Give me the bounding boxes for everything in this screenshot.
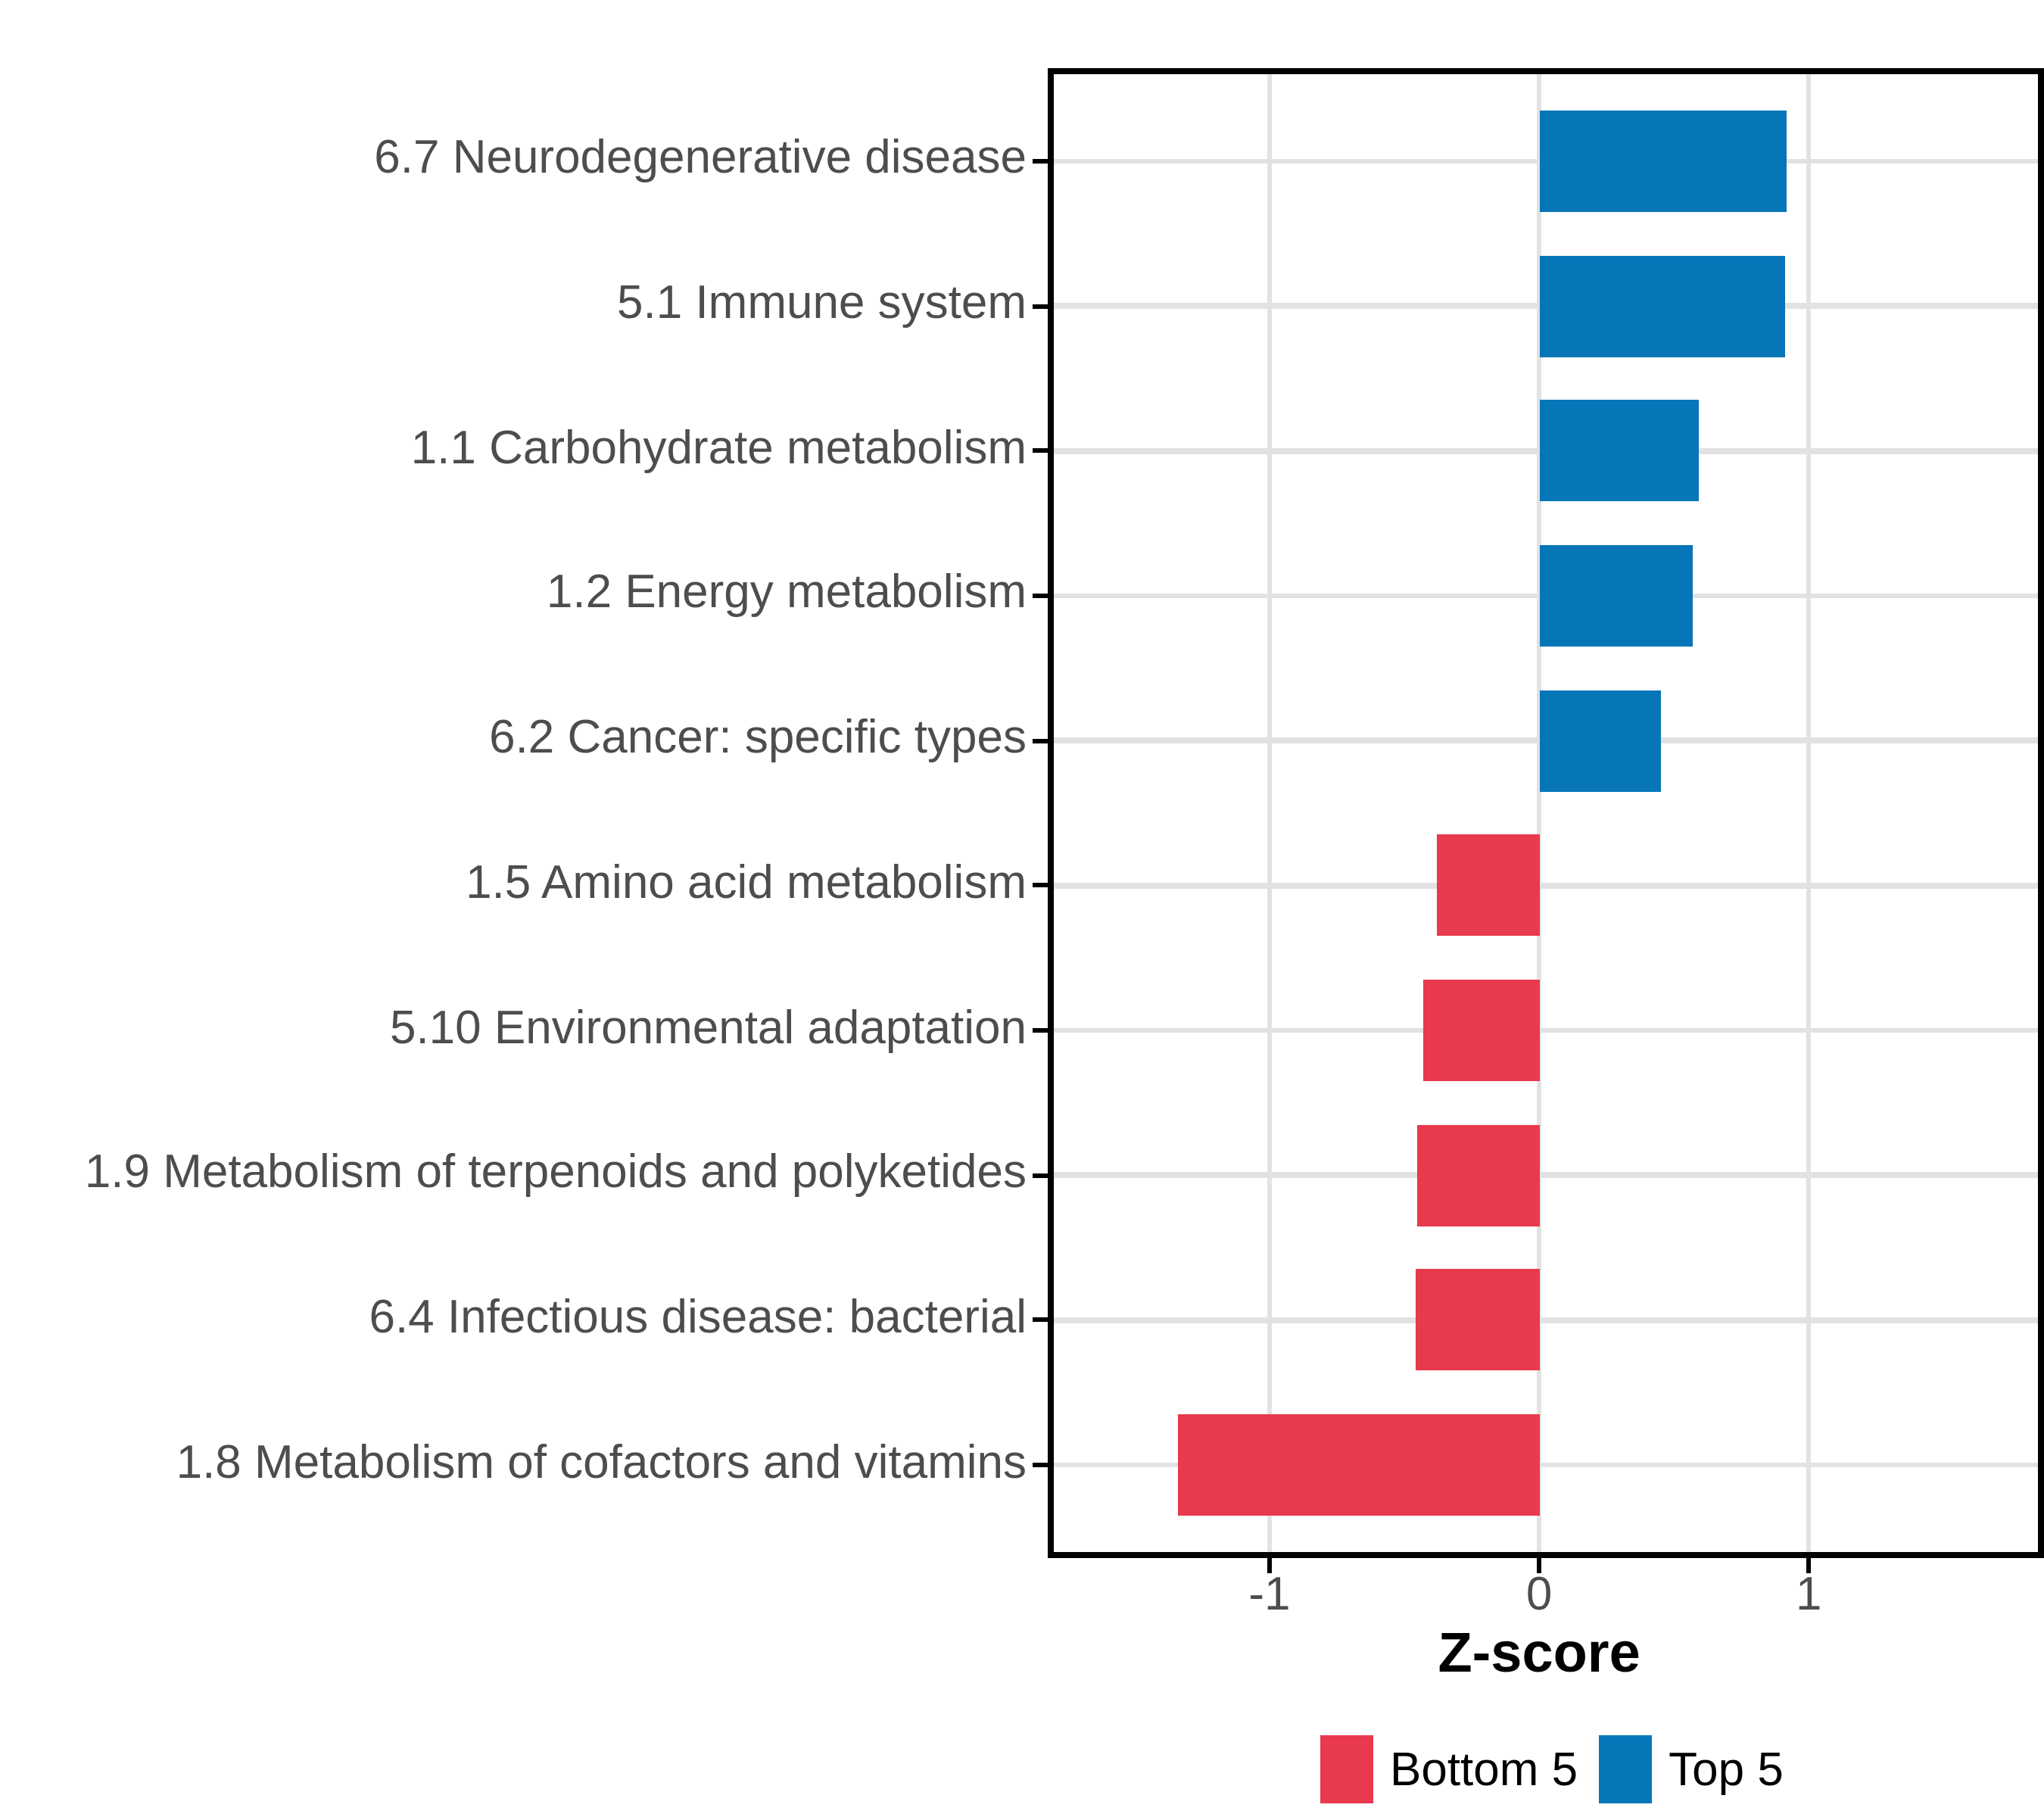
x-gridline--1	[1267, 74, 1273, 1552]
legend-entry-Bottom 5: Bottom 5	[1320, 1735, 1578, 1803]
y-gridline-row-9	[1054, 1317, 2038, 1323]
y-gridline-row-7	[1054, 1027, 2038, 1033]
y-axis-tick-row-8	[1033, 1173, 1048, 1178]
x-axis-tick-1	[1806, 1558, 1812, 1573]
x-gridline-1	[1806, 74, 1812, 1552]
legend-label-Bottom 5: Bottom 5	[1390, 1742, 1578, 1795]
y-axis-label-row-8: 1.9 Metabolism of terpenoids and polyket…	[84, 1145, 1027, 1198]
y-axis-tick-row-10	[1033, 1463, 1048, 1468]
bar-1.5 Amino acid metabolism	[1436, 834, 1540, 937]
x-axis-title: Z-score	[1438, 1622, 1640, 1684]
x-axis-tick-label--1: -1	[1248, 1567, 1291, 1620]
y-axis-label-row-6: 1.5 Amino acid metabolism	[466, 855, 1027, 908]
x-axis-tick-label-0: 0	[1525, 1567, 1553, 1620]
y-axis-label-row-7: 5.10 Environmental adaptation	[389, 1000, 1027, 1054]
y-gridline-row-8	[1054, 1172, 2038, 1178]
y-axis-label-row-1: 6.7 Neurodegenerative disease	[374, 130, 1027, 184]
y-axis-tick-row-9	[1033, 1317, 1048, 1323]
legend-entry-Top 5: Top 5	[1599, 1735, 1784, 1803]
x-axis-tick-label-1: 1	[1796, 1567, 1822, 1620]
legend-key-Top 5	[1599, 1735, 1653, 1803]
y-axis-tick-row-6	[1033, 883, 1048, 888]
y-axis-tick-row-5	[1033, 738, 1048, 743]
bar-5.10 Environmental adaptation	[1422, 980, 1540, 1081]
y-axis-tick-row-4	[1033, 593, 1048, 598]
y-gridline-row-6	[1054, 883, 2038, 889]
x-gridline-0	[1536, 74, 1542, 1552]
y-axis-label-row-5: 6.2 Cancer: specific types	[489, 710, 1027, 764]
bar-1.2 Energy metabolism	[1539, 544, 1693, 647]
y-axis-tick-row-3	[1033, 448, 1048, 453]
legend-label-Top 5: Top 5	[1669, 1742, 1784, 1795]
y-axis-tick-row-1	[1033, 158, 1048, 164]
y-axis-label-row-3: 1.1 Carbohydrate metabolism	[410, 420, 1027, 474]
bar-1.1 Carbohydrate metabolism	[1539, 400, 1699, 502]
bar-5.1 Immune system	[1539, 255, 1785, 357]
x-axis-tick-0	[1537, 1558, 1542, 1573]
bar-6.4 Infectious disease: bacterial	[1415, 1269, 1540, 1371]
bar-6.7 Neurodegenerative disease	[1539, 110, 1787, 212]
x-axis-tick--1	[1267, 1558, 1272, 1573]
y-axis-label-row-9: 6.4 Infectious disease: bacterial	[369, 1289, 1027, 1343]
y-axis-tick-row-2	[1033, 304, 1048, 309]
bar-1.8 Metabolism of cofactors and vitamins	[1177, 1414, 1540, 1516]
legend-key-Bottom 5	[1320, 1735, 1373, 1803]
bar-1.9 Metabolism of terpenoids and polyketides	[1417, 1124, 1540, 1226]
y-axis-label-row-2: 5.1 Immune system	[617, 276, 1027, 329]
y-gridline-row-10	[1054, 1462, 2038, 1468]
y-axis-tick-row-7	[1033, 1028, 1048, 1033]
y-axis-label-row-4: 1.2 Energy metabolism	[546, 565, 1027, 619]
y-axis-label-row-10: 1.8 Metabolism of cofactors and vitamins	[176, 1435, 1027, 1488]
bar-6.2 Cancer: specific types	[1539, 690, 1661, 792]
legend: Bottom 5 Top 5	[1320, 1735, 1784, 1803]
